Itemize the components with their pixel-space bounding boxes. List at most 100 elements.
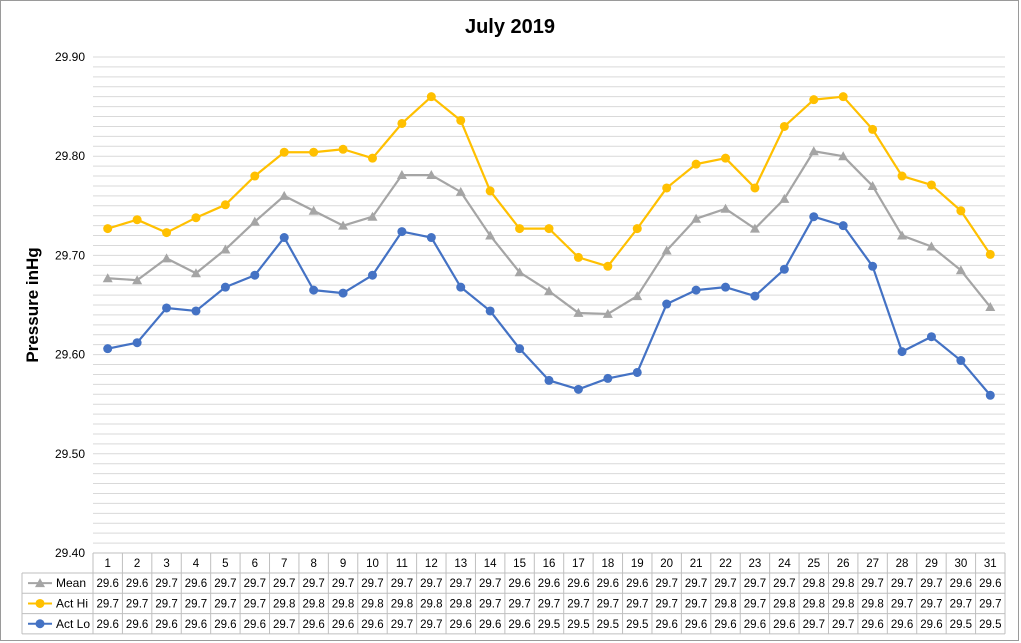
x-tick-label: 12 [425, 558, 438, 570]
table-cell-value: 29.7 [597, 598, 619, 610]
data-point [779, 121, 789, 131]
table-cell-value: 29.7 [832, 619, 854, 631]
table-cell-value: 29.8 [714, 598, 736, 610]
data-point [573, 384, 583, 394]
data-point [808, 146, 819, 156]
table-cell-value: 29.7 [538, 598, 560, 610]
y-axis-label: Pressure inHg [23, 247, 42, 362]
table-cell-value: 29.7 [391, 619, 413, 631]
x-tick-label: 7 [281, 558, 287, 570]
data-point [809, 212, 819, 222]
x-tick-label: 14 [484, 558, 497, 570]
table-cell-value: 29.7 [744, 578, 766, 590]
data-point [35, 598, 45, 608]
table-cell-value: 29.6 [773, 619, 795, 631]
table-cell-value: 29.8 [803, 578, 825, 590]
table-cell-value: 29.5 [950, 619, 972, 631]
data-point [485, 186, 495, 196]
table-cell-value: 29.7 [567, 598, 589, 610]
data-point [338, 144, 348, 154]
data-point [162, 228, 172, 238]
data-point [749, 223, 760, 233]
table-cell-value: 29.7 [420, 578, 442, 590]
table-cell-value: 29.6 [744, 619, 766, 631]
data-point [809, 95, 819, 105]
table-cell-value: 29.8 [450, 598, 472, 610]
data-point [662, 299, 672, 309]
table-cell-value: 29.7 [685, 578, 707, 590]
y-tick-label: 29.50 [55, 447, 85, 461]
data-point [338, 220, 349, 230]
table-cell-value: 29.7 [803, 619, 825, 631]
data-point [897, 347, 907, 357]
data-point [573, 252, 583, 262]
table-cell-value: 29.5 [567, 619, 589, 631]
data-point [603, 261, 613, 271]
table-cell-value: 29.7 [302, 578, 324, 590]
data-table: 1 2 3 4 5 6 7 8 9 10 11 12 13 14 15 16 17 18 19 20 21 22 23 24 2… [21, 552, 1006, 635]
legend-label: Act Lo [56, 617, 90, 631]
y-axis-ticks: 29.40 29.50 29.60 29.70 29.80 29.90 [55, 50, 85, 560]
data-point [632, 291, 643, 301]
data-point [661, 245, 672, 255]
table-cell-value: 29.7 [97, 598, 119, 610]
data-point [514, 267, 525, 277]
table-cell-value: 29.5 [538, 619, 560, 631]
table-cell-value: 29.6 [302, 619, 324, 631]
data-point [838, 151, 849, 161]
data-point [397, 118, 407, 128]
data-point [926, 332, 936, 342]
table-cell-value: 29.7 [479, 598, 501, 610]
table-cell-value: 29.6 [479, 619, 501, 631]
data-point [102, 273, 113, 283]
x-tick-label: 6 [252, 558, 258, 570]
table-cell-value: 29.7 [920, 578, 942, 590]
data-point [544, 286, 554, 296]
table-cell-value: 29.6 [979, 578, 1001, 590]
table-cell-value: 29.7 [185, 598, 207, 610]
data-point [750, 183, 760, 193]
legend-label: Act Hi [56, 596, 88, 610]
x-tick-label: 24 [778, 558, 791, 570]
gridlines [93, 56, 1005, 554]
x-tick-label: 15 [513, 558, 526, 570]
table-cell-value: 29.7 [655, 578, 677, 590]
data-point [868, 261, 878, 271]
data-point [985, 390, 995, 400]
data-point [191, 306, 201, 316]
table-cell-value: 29.7 [273, 578, 295, 590]
table-cell-value: 29.7 [744, 598, 766, 610]
table-cell-value: 29.8 [302, 598, 324, 610]
table-cell-value: 29.7 [626, 598, 648, 610]
data-point [779, 264, 789, 274]
data-point [279, 190, 290, 200]
data-point [220, 282, 230, 292]
table-cell-value: 29.7 [273, 619, 295, 631]
table-cell-value: 29.6 [597, 578, 619, 590]
x-tick-label: 30 [954, 558, 967, 570]
data-point [691, 285, 701, 295]
y-tick-label: 29.70 [55, 248, 85, 262]
table-cell-value: 29.7 [450, 578, 472, 590]
legend-key [28, 578, 52, 588]
x-tick-label: 29 [925, 558, 938, 570]
data-point [632, 367, 642, 377]
table-cell-value: 29.8 [832, 578, 854, 590]
x-tick-label: 26 [837, 558, 850, 570]
x-tick-label: 16 [543, 558, 556, 570]
data-point [250, 171, 260, 181]
table-cell-value: 29.7 [714, 578, 736, 590]
series-act-hi [103, 92, 995, 271]
table-cell-value: 29.6 [950, 578, 972, 590]
x-tick-label: 10 [366, 558, 379, 570]
x-tick-label: 1 [105, 558, 111, 570]
table-cell-value: 29.6 [155, 619, 177, 631]
data-point [691, 213, 702, 223]
table-cell-value: 29.5 [626, 619, 648, 631]
table-cell-value: 29.7 [214, 598, 236, 610]
table-cell-value: 29.7 [891, 598, 913, 610]
table-cell-value: 29.6 [891, 619, 913, 631]
table-cell-value: 29.7 [655, 598, 677, 610]
